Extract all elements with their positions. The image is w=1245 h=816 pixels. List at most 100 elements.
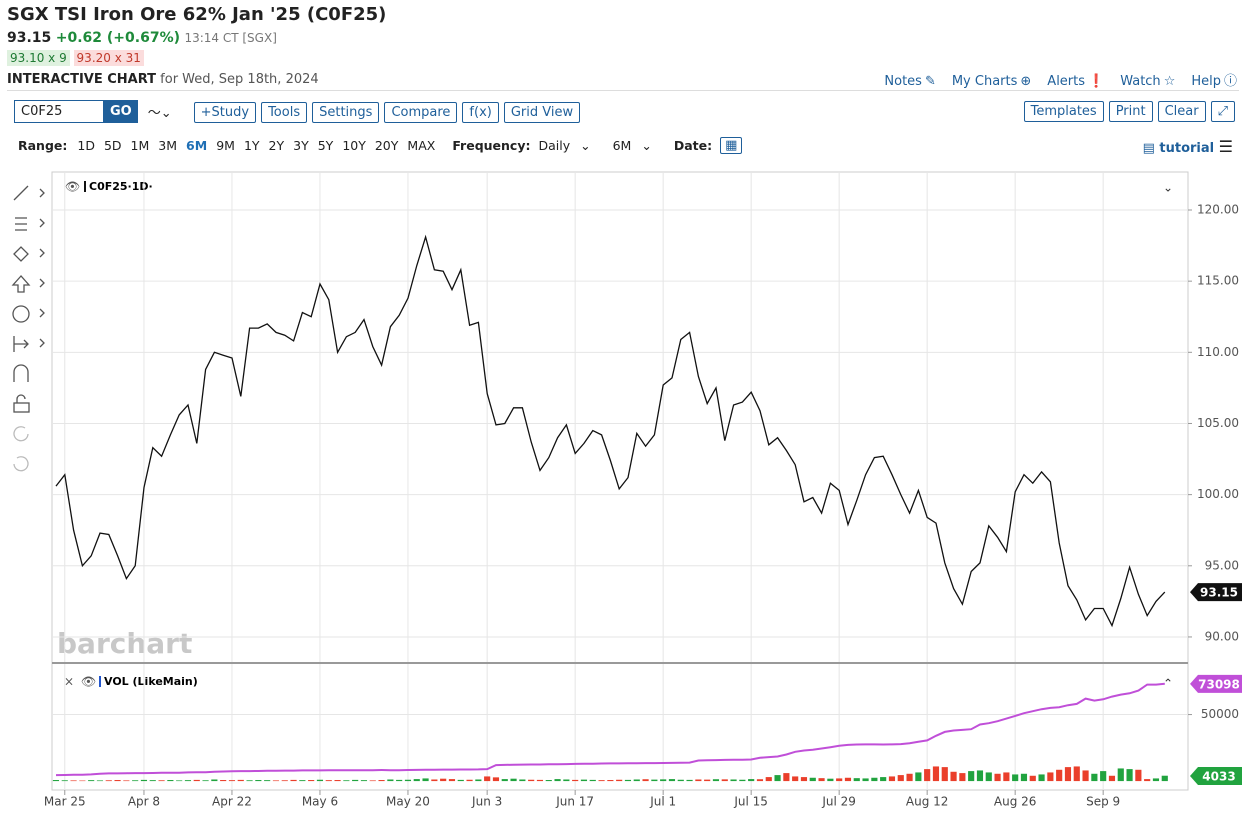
- tool-arrow: [39, 188, 45, 198]
- frequency-select[interactable]: Daily: [538, 138, 571, 153]
- header-link[interactable]: My Charts ⊕: [952, 74, 1031, 89]
- header-link-label: My Charts: [951, 74, 1018, 89]
- volume-bar: [756, 779, 764, 782]
- quote-time: 13:14 CT [SGX]: [184, 31, 277, 45]
- range-option[interactable]: 1D: [77, 138, 95, 153]
- volume-bar: [290, 779, 297, 782]
- volume-bar: [792, 776, 799, 782]
- period-select[interactable]: 6M: [612, 138, 632, 153]
- range-option[interactable]: 5Y: [317, 138, 334, 153]
- range-option[interactable]: 20Y: [374, 138, 399, 153]
- volume-bar: [149, 780, 156, 782]
- volume-bar: [272, 780, 280, 782]
- tool-button[interactable]: f(x): [462, 101, 499, 123]
- header-link-icon: ⊕: [1020, 74, 1032, 89]
- y-tick-label: 110.00: [1197, 345, 1239, 359]
- legend-swatch: [84, 181, 86, 192]
- volume-bar: [968, 771, 975, 782]
- volume-bar: [202, 780, 209, 782]
- volume-bar: [932, 766, 940, 782]
- tool-arrow: [39, 278, 45, 288]
- volume-bar: [316, 779, 324, 782]
- volume-bar: [308, 780, 315, 782]
- fullscreen-button[interactable]: ⤢: [1210, 101, 1235, 122]
- symbol-input[interactable]: C0F25: [14, 100, 104, 123]
- range-option[interactable]: 9M: [216, 138, 235, 153]
- volume-bar: [61, 780, 68, 782]
- price-line: [55, 234, 1166, 628]
- chart-type-menu[interactable]: 〜⌄: [147, 106, 172, 121]
- volume-bar: [184, 780, 192, 782]
- header-link[interactable]: Help ⓘ: [1191, 74, 1237, 89]
- range-option[interactable]: 6M: [186, 138, 208, 153]
- tutorial[interactable]: ▤ tutorial ☰: [1142, 137, 1233, 156]
- range-option[interactable]: 2Y: [268, 138, 285, 153]
- volume-bar: [422, 778, 429, 782]
- volume-bar: [906, 773, 913, 782]
- tool-button[interactable]: Tools: [261, 101, 308, 123]
- go-button[interactable]: GO: [104, 100, 138, 123]
- tool-button[interactable]: Compare: [384, 101, 458, 123]
- volume-bar: [695, 779, 702, 782]
- date-picker[interactable]: ▦: [720, 137, 743, 154]
- range-option[interactable]: 1Y: [243, 138, 260, 153]
- volume-bar: [88, 780, 95, 782]
- range-option[interactable]: 10Y: [342, 138, 366, 153]
- volume-bar: [264, 780, 271, 782]
- volume-bar: [396, 779, 403, 782]
- right-button[interactable]: Clear: [1157, 101, 1206, 122]
- right-button[interactable]: Print: [1108, 101, 1153, 122]
- volume-bar: [712, 779, 720, 782]
- volume-bar: [176, 780, 183, 782]
- tool-arrow: [39, 338, 45, 348]
- volume-bar: [871, 777, 878, 782]
- value-tag: [1190, 674, 1242, 693]
- volume-bar: [387, 779, 394, 782]
- header-link[interactable]: Notes ✎: [884, 74, 935, 89]
- right-button[interactable]: Templates: [1023, 101, 1104, 122]
- volume-bar: [827, 778, 834, 782]
- range-option[interactable]: MAX: [407, 138, 436, 153]
- tool-fib: [15, 217, 27, 231]
- volume-bar: [1029, 775, 1036, 782]
- volume-bar: [1082, 770, 1089, 782]
- range-option[interactable]: 1M: [130, 138, 150, 153]
- volume-bar: [1100, 771, 1107, 782]
- range-option[interactable]: 3Y: [293, 138, 309, 153]
- volume-bar: [880, 777, 887, 782]
- volume-bar: [448, 779, 456, 782]
- volume-bar: [281, 780, 288, 782]
- volume-bar: [431, 779, 438, 782]
- tool-text: [12, 305, 30, 323]
- x-tick-label: Sep 9: [1086, 795, 1120, 809]
- volume-bar: [457, 779, 464, 782]
- header-link[interactable]: Alerts ❗: [1047, 74, 1104, 89]
- volume-bar: [228, 780, 236, 782]
- volume-bar: [360, 780, 368, 782]
- volume-bar: [809, 777, 816, 782]
- chart-date: for Wed, Sep 18th, 2024: [160, 72, 319, 87]
- tool-button[interactable]: Grid View: [503, 101, 581, 123]
- range-option[interactable]: 5D: [103, 138, 122, 153]
- range-label: Range:: [18, 138, 68, 153]
- tool-button[interactable]: Settings: [312, 101, 380, 123]
- y-tick-label: 90.00: [1205, 629, 1239, 643]
- volume-bar: [255, 780, 262, 782]
- x-tick-label: Aug 26: [994, 795, 1037, 809]
- volume-bar: [686, 779, 693, 782]
- volume-bar: [668, 779, 676, 782]
- x-tick-label: Mar 25: [44, 795, 86, 809]
- date-label: Date:: [673, 138, 713, 153]
- y-tick-label: 120.00: [1197, 202, 1239, 216]
- volume-bar: [1161, 775, 1168, 782]
- bid: 93.10 x 9: [7, 50, 70, 66]
- y-tick-label: 95.00: [1205, 558, 1239, 572]
- tool-button[interactable]: +Study: [193, 101, 257, 123]
- volume-bar: [220, 780, 227, 782]
- tool-arrow: [39, 218, 45, 228]
- volume-bar: [730, 779, 737, 782]
- range-option[interactable]: 3M: [158, 138, 178, 153]
- plot-frame: [51, 171, 1189, 791]
- header-link[interactable]: Watch ☆: [1120, 74, 1175, 89]
- header-link-label: Alerts: [1047, 74, 1086, 89]
